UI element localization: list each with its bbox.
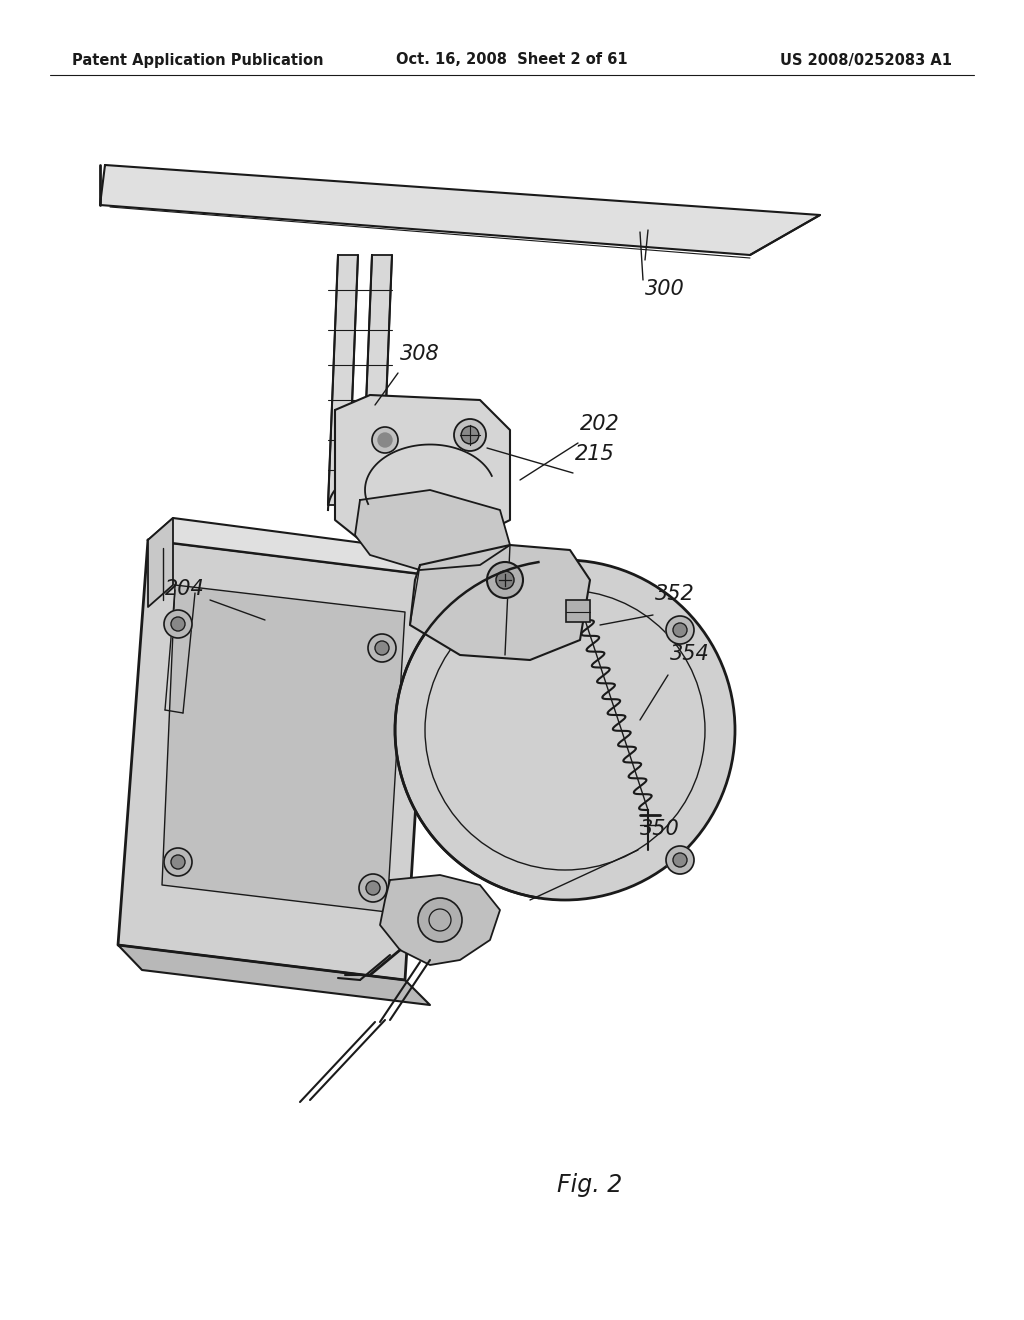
Circle shape (454, 418, 486, 451)
Polygon shape (410, 545, 590, 660)
Text: 204: 204 (165, 579, 205, 599)
Polygon shape (362, 255, 392, 506)
Text: Oct. 16, 2008  Sheet 2 of 61: Oct. 16, 2008 Sheet 2 of 61 (396, 53, 628, 67)
Polygon shape (380, 875, 500, 965)
Text: 215: 215 (575, 444, 614, 465)
Circle shape (375, 642, 389, 655)
Circle shape (368, 634, 396, 663)
Circle shape (673, 623, 687, 638)
Text: US 2008/0252083 A1: US 2008/0252083 A1 (780, 53, 952, 67)
Text: Fig. 2: Fig. 2 (557, 1173, 623, 1197)
Circle shape (171, 616, 185, 631)
Circle shape (164, 610, 193, 638)
Text: 354: 354 (670, 644, 710, 664)
Circle shape (673, 853, 687, 867)
Circle shape (496, 572, 514, 589)
Polygon shape (335, 395, 510, 545)
Circle shape (359, 874, 387, 902)
Polygon shape (566, 601, 590, 622)
Text: 352: 352 (655, 583, 694, 605)
Circle shape (487, 562, 523, 598)
Polygon shape (118, 945, 430, 1005)
Text: Patent Application Publication: Patent Application Publication (72, 53, 324, 67)
Polygon shape (355, 490, 510, 570)
Circle shape (164, 847, 193, 876)
Circle shape (666, 616, 694, 644)
Circle shape (461, 426, 479, 444)
Polygon shape (162, 585, 406, 912)
Circle shape (171, 855, 185, 869)
Polygon shape (148, 517, 173, 607)
Polygon shape (328, 255, 358, 506)
Circle shape (378, 433, 392, 447)
Text: 308: 308 (400, 345, 439, 364)
Text: 350: 350 (640, 818, 680, 840)
Circle shape (395, 560, 735, 900)
Text: 202: 202 (580, 414, 620, 434)
Polygon shape (148, 517, 455, 576)
Circle shape (372, 426, 398, 453)
Polygon shape (100, 165, 820, 255)
Circle shape (666, 846, 694, 874)
Text: 300: 300 (645, 279, 685, 300)
Polygon shape (118, 540, 430, 979)
Circle shape (366, 880, 380, 895)
Circle shape (418, 898, 462, 942)
